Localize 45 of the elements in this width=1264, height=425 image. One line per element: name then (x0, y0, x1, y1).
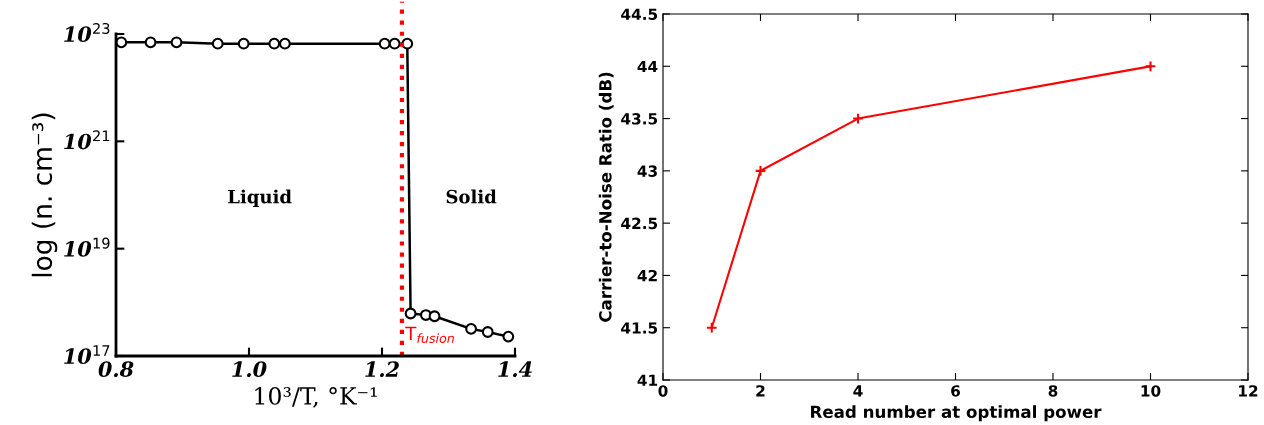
point (502, 330, 515, 343)
point (852, 112, 864, 125)
y-tick-label: 42 (637, 269, 657, 282)
y-tick-label: 44.5 (621, 8, 658, 21)
annotation: Liquid (228, 189, 292, 207)
point (428, 310, 441, 323)
x-axis-title: 10³/T, °K⁻¹ (255, 387, 377, 408)
point (401, 37, 414, 50)
point (388, 37, 401, 50)
x-tick-label: 2 (756, 385, 765, 397)
x-tick-label: 1.2 (365, 361, 399, 377)
point (170, 36, 183, 49)
x-tick-label: 0 (658, 385, 668, 397)
point (279, 37, 291, 50)
y-tick-label: 42.5 (621, 217, 658, 230)
point (705, 321, 718, 334)
point (404, 307, 417, 320)
y-tick-label: 43.5 (621, 113, 658, 125)
annotation: Solid (446, 189, 497, 204)
x-tick-label: 10 (1141, 385, 1161, 397)
point (481, 326, 494, 338)
y-axis-title: Carrier-to-Noise Ratio (dB) (598, 72, 614, 322)
y-tick-label: 10$^{21}$ (64, 130, 110, 150)
y-tick-label: 10$^{19}$ (64, 237, 110, 257)
y-tick-label: 43 (637, 165, 657, 177)
point (465, 322, 478, 335)
x-tick-label: 1.4 (498, 361, 532, 377)
x-tick-label: 6 (951, 385, 960, 397)
y-tick-label: 41 (637, 374, 658, 386)
x-tick-label: 1.0 (232, 361, 267, 377)
point (144, 36, 157, 49)
y-axis-title: log (n. cm⁻³) (31, 113, 58, 277)
y-tick-label: 44 (637, 60, 658, 73)
ref-line-label: T$_{fusion}$ (405, 326, 454, 344)
point (378, 37, 391, 50)
x-tick-label: 12 (1239, 385, 1258, 397)
point (211, 37, 224, 50)
point (237, 37, 250, 50)
x-axis-title: Read number at optimal power (811, 405, 1102, 422)
x-tick-label: 8 (1048, 385, 1058, 397)
point (1144, 60, 1157, 73)
x-tick-label: 4 (853, 385, 863, 397)
y-tick-label: 41.5 (621, 322, 658, 334)
point (268, 37, 281, 50)
y-tick-label: 10$^{23}$ (64, 22, 110, 43)
